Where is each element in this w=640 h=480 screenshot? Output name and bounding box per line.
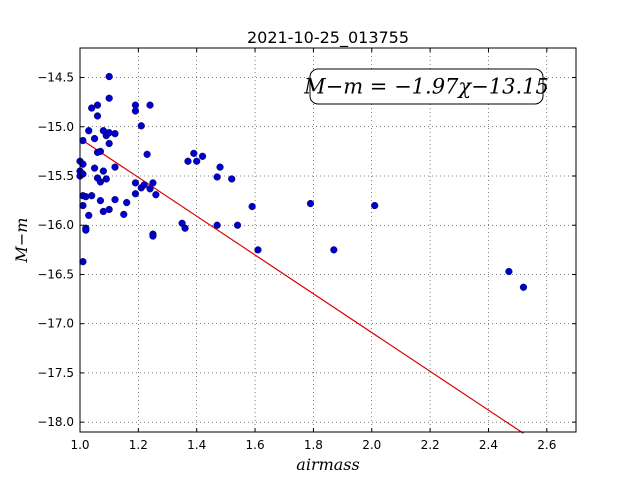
data-point	[213, 173, 221, 181]
data-point	[131, 190, 140, 198]
data-point	[152, 191, 160, 199]
data-point	[105, 205, 113, 214]
y-tick-label: −16.5	[37, 267, 74, 281]
y-tick-label: −17.0	[37, 317, 74, 331]
y-tick-label: −14.5	[37, 71, 74, 85]
data-point	[90, 164, 99, 172]
data-point	[90, 134, 99, 143]
data-point	[123, 198, 131, 207]
data-point	[519, 283, 528, 291]
plot-frame	[79, 47, 577, 433]
data-point	[137, 122, 145, 130]
y-tick-label: −17.5	[37, 366, 74, 380]
data-point	[88, 104, 96, 112]
data-point	[146, 185, 154, 193]
data-point	[111, 196, 119, 204]
data-point	[79, 160, 87, 168]
x-tick-label: 1.6	[246, 438, 265, 452]
y-tick-label: −18.0	[37, 415, 74, 429]
x-tick-label: 1.2	[129, 438, 148, 452]
y-axis-label: M−m	[12, 218, 31, 264]
data-point	[181, 224, 189, 232]
data-point	[96, 147, 105, 155]
data-point	[79, 201, 87, 210]
data-point	[190, 149, 198, 157]
x-tick-label: 2.0	[362, 438, 381, 452]
data-point	[149, 179, 157, 187]
data-point	[131, 179, 140, 187]
data-point	[233, 221, 242, 229]
x-tick-label: 2.6	[537, 438, 556, 452]
data-point	[505, 267, 513, 276]
data-point	[99, 167, 107, 175]
x-tick-label: 1.4	[187, 438, 206, 452]
data-point	[93, 112, 102, 120]
data-point	[85, 211, 93, 219]
chart-title: 2021-10-25_013755	[247, 28, 409, 48]
data-point	[88, 192, 96, 200]
y-tick-label: −15.0	[37, 120, 74, 134]
data-point	[149, 232, 157, 240]
data-point	[306, 199, 315, 208]
data-point	[371, 201, 379, 210]
data-point	[96, 197, 105, 205]
axis-ticks: 1.0 1.2 1.4 1.6 1.8 2.0 2.2 2.4 2.6 −14.5 −15.0 −15…	[37, 48, 576, 452]
data-point	[254, 246, 262, 254]
data-point	[120, 210, 128, 219]
data-point	[248, 202, 256, 211]
data-point	[330, 246, 338, 254]
data-point	[140, 181, 148, 189]
x-axis-label: airmass	[296, 455, 359, 474]
data-point	[143, 150, 151, 158]
fit-equation-text: M−m = −1.97χ−13.15	[303, 75, 549, 99]
data-point	[193, 157, 201, 165]
x-tick-label: 1.8	[304, 438, 323, 452]
data-point	[216, 163, 224, 171]
data-point	[82, 226, 90, 234]
data-point	[198, 152, 207, 160]
data-point	[213, 221, 221, 229]
data-point	[105, 139, 113, 148]
data-point	[111, 163, 119, 171]
data-point	[111, 130, 119, 138]
data-point	[131, 107, 140, 115]
data-point	[96, 178, 105, 186]
x-tick-label: 1.0	[70, 438, 89, 452]
y-tick-label: −16.0	[37, 218, 74, 232]
x-tick-label: 2.2	[421, 438, 440, 452]
fit-line	[79, 138, 524, 434]
fit-equation-box: M−m = −1.97χ−13.15	[303, 68, 549, 105]
data-point	[228, 175, 236, 183]
data-point	[146, 101, 154, 109]
data-point	[105, 72, 113, 81]
y-tick-label: −15.5	[37, 169, 74, 183]
data-point	[79, 136, 87, 145]
fit-equation-frame	[309, 68, 544, 105]
data-point	[105, 94, 113, 102]
fit-line-group	[79, 138, 524, 434]
data-points	[76, 72, 528, 291]
data-point	[93, 101, 102, 109]
data-point	[102, 175, 110, 183]
plot-area-background	[80, 48, 576, 432]
x-tick-label: 2.4	[479, 438, 498, 452]
data-point	[184, 157, 192, 165]
data-point	[85, 127, 93, 135]
data-point	[79, 258, 87, 266]
